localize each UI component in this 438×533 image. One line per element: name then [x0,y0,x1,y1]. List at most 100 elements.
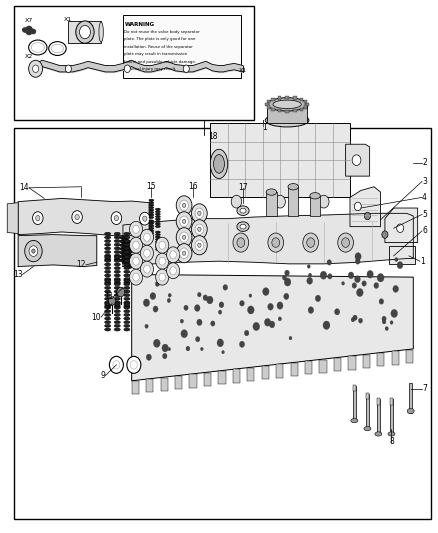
Ellipse shape [149,232,154,235]
Circle shape [75,214,79,220]
Ellipse shape [166,247,180,263]
Bar [334,358,341,371]
Ellipse shape [124,263,130,266]
Ellipse shape [105,281,111,284]
Ellipse shape [114,281,120,284]
Ellipse shape [170,266,177,274]
Circle shape [146,354,152,360]
Circle shape [393,286,399,293]
Bar [366,393,369,399]
Ellipse shape [149,230,154,232]
Text: 10: 10 [92,312,101,321]
Circle shape [338,233,353,252]
Ellipse shape [114,274,120,277]
Ellipse shape [149,207,154,208]
Ellipse shape [124,317,130,320]
Ellipse shape [105,247,111,250]
Ellipse shape [176,196,192,215]
Ellipse shape [149,214,154,216]
Circle shape [272,238,280,247]
Circle shape [362,281,366,286]
Bar [233,369,240,383]
Circle shape [253,322,260,330]
Ellipse shape [176,212,192,231]
Ellipse shape [114,278,120,280]
Ellipse shape [130,221,143,237]
Ellipse shape [105,325,111,327]
Circle shape [113,361,120,369]
Ellipse shape [114,279,120,282]
Ellipse shape [155,211,160,213]
Circle shape [109,297,116,305]
Text: plate. The plate is only good for one: plate. The plate is only good for one [124,37,196,42]
Ellipse shape [141,245,153,261]
Ellipse shape [105,254,111,257]
Text: plate may result in transmission: plate may result in transmission [124,52,187,56]
Ellipse shape [240,208,246,213]
Ellipse shape [149,237,154,239]
Ellipse shape [49,42,66,55]
Circle shape [32,212,43,224]
Ellipse shape [364,426,371,431]
Circle shape [284,278,291,286]
Ellipse shape [268,98,307,111]
Circle shape [219,302,224,308]
Text: 15: 15 [147,182,156,191]
Ellipse shape [149,204,154,206]
Circle shape [231,195,242,208]
Bar [290,363,298,376]
Ellipse shape [144,249,150,257]
Circle shape [114,215,119,221]
Circle shape [323,321,330,329]
Circle shape [233,233,249,252]
Ellipse shape [124,328,130,331]
Ellipse shape [159,241,166,249]
Ellipse shape [124,321,130,324]
Ellipse shape [124,306,130,309]
Circle shape [268,233,284,252]
Circle shape [111,212,122,224]
Ellipse shape [124,252,131,255]
Circle shape [223,285,228,290]
Ellipse shape [155,208,160,211]
Ellipse shape [76,21,94,43]
Ellipse shape [124,247,130,250]
Circle shape [201,348,203,351]
Ellipse shape [122,249,128,253]
Text: 9: 9 [101,371,106,380]
Ellipse shape [149,225,154,227]
Ellipse shape [124,281,130,284]
Ellipse shape [114,301,120,304]
Ellipse shape [180,248,188,259]
Ellipse shape [105,313,111,317]
Text: WARNING: WARNING [125,21,155,27]
Ellipse shape [124,260,130,262]
Ellipse shape [144,265,150,273]
Ellipse shape [149,199,154,201]
Circle shape [354,276,360,282]
Circle shape [150,293,156,300]
Circle shape [143,216,147,221]
Circle shape [65,65,71,72]
Ellipse shape [105,236,111,239]
Bar [409,383,413,413]
Ellipse shape [155,244,160,246]
Ellipse shape [114,328,120,331]
Ellipse shape [159,273,166,281]
Bar [305,361,312,375]
Bar [348,356,356,369]
Ellipse shape [122,253,128,256]
Ellipse shape [130,253,143,269]
Ellipse shape [127,246,133,249]
Ellipse shape [149,201,154,204]
Bar [146,379,153,392]
Circle shape [320,271,327,279]
Ellipse shape [124,290,130,293]
Circle shape [240,341,244,348]
Ellipse shape [375,432,382,436]
Ellipse shape [149,227,154,229]
Bar [218,371,226,384]
Ellipse shape [124,301,130,304]
Ellipse shape [105,310,111,313]
Ellipse shape [114,232,120,235]
